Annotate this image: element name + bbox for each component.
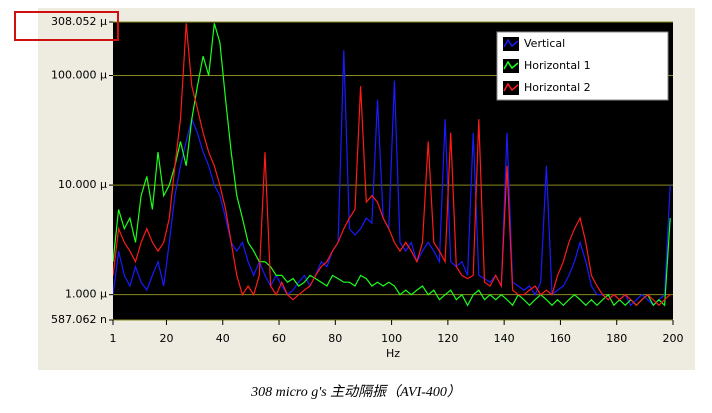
x-axis-label: Hz [386, 347, 400, 360]
legend-box [496, 31, 669, 101]
x-tick-label: 60 [272, 332, 286, 345]
series-line [113, 50, 671, 307]
y-tick-label: 308.052 µ [51, 15, 107, 28]
x-tick-label: 180 [606, 332, 627, 345]
x-tick-label: 80 [328, 332, 342, 345]
legend-line [503, 60, 519, 70]
y-tick-label: 587.062 n [51, 313, 107, 326]
x-tick-label: 200 [663, 332, 684, 345]
legend: Vertical Horizontal 1 Horizontal 2 [496, 31, 669, 101]
legend-line [503, 82, 519, 92]
legend-label: Vertical [524, 37, 565, 50]
highlight-box [14, 11, 119, 41]
x-tick-label: 120 [437, 332, 458, 345]
x-tick-label: 140 [494, 332, 515, 345]
caption: 308 micro g's 主动隔振（AVI-400） [250, 384, 461, 400]
legend-label: Horizontal 1 [524, 59, 591, 72]
legend-label: Horizontal 2 [524, 81, 591, 94]
series-line [113, 23, 671, 307]
x-tick-label: 40 [216, 332, 230, 345]
x-tick-label: 160 [550, 332, 571, 345]
series-line [113, 23, 671, 307]
y-tick-label: 100.000 µ [51, 69, 107, 82]
y-tick-label: 1.000 µ [65, 288, 107, 301]
y-tick-label: 10.000 µ [58, 178, 107, 191]
x-tick-label: 20 [159, 332, 173, 345]
x-tick-label: 100 [381, 332, 402, 345]
legend-line [503, 38, 519, 48]
x-tick-label: 1 [110, 332, 117, 345]
